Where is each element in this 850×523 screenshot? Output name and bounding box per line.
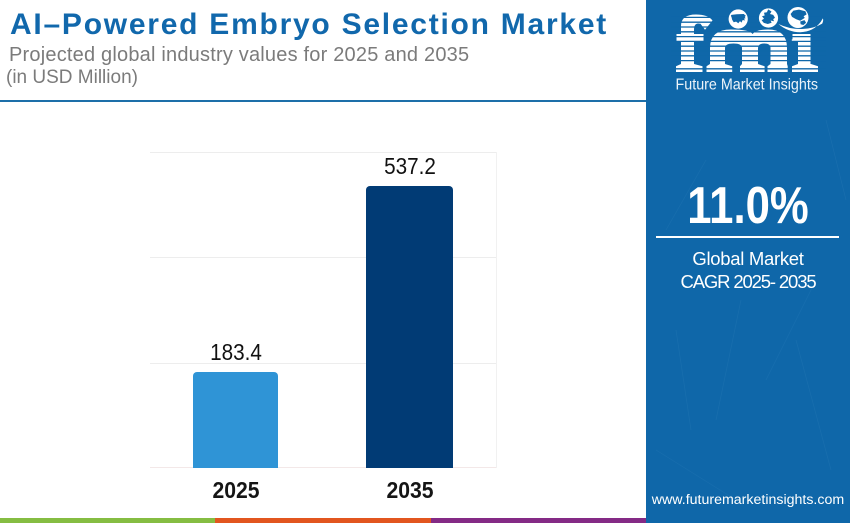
svg-text:Future Market Insights: Future Market Insights	[676, 77, 819, 94]
